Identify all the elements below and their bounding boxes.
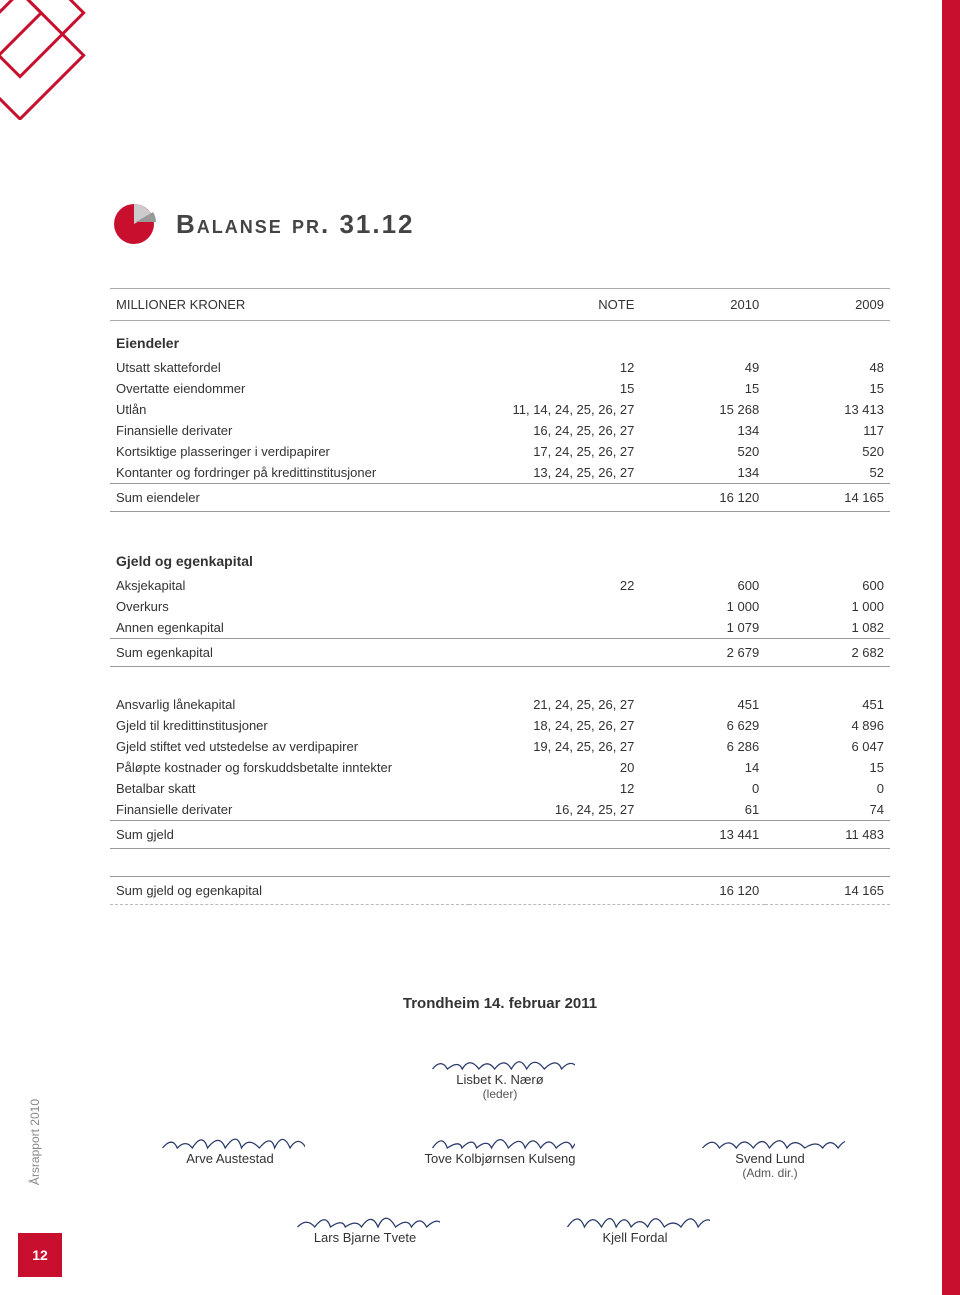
right-red-band xyxy=(942,0,960,1295)
signature-name: Lars Bjarne Tvete xyxy=(314,1230,416,1245)
grand-total-row: Sum gjeld og egenkapital16 12014 165 xyxy=(110,877,890,905)
signature: Kjell Fordal xyxy=(545,1200,725,1245)
table-row: Aksjekapital22600600 xyxy=(110,575,890,596)
side-label: Årsrapport 2010 xyxy=(28,1099,42,1185)
signature-row: Lars Bjarne Tvete Kjell Fordal xyxy=(110,1200,890,1245)
table-row: Utlån11, 14, 24, 25, 26, 2715 26813 413 xyxy=(110,399,890,420)
title-row: Balanse pr. 31.12 xyxy=(110,200,890,248)
page-title: Balanse pr. 31.12 xyxy=(176,209,415,240)
balance-table: MILLIONER KRONER NOTE 2010 2009 Eiendele… xyxy=(110,288,890,905)
signature: Arve Austestad xyxy=(140,1121,320,1180)
table-row: Gjeld stiftet ved utstedelse av verdipap… xyxy=(110,736,890,757)
signature-name: Lisbet K. Nærø xyxy=(456,1072,543,1087)
table-row: Påløpte kostnader og forskuddsbetalte in… xyxy=(110,757,890,778)
signature: Tove Kolbjørnsen Kulseng xyxy=(410,1121,590,1180)
signature-name: Arve Austestad xyxy=(186,1151,273,1166)
pie-icon xyxy=(110,200,158,248)
col-label: MILLIONER KRONER xyxy=(110,289,469,321)
signature-date: Trondheim 14. februar 2011 xyxy=(110,995,890,1012)
table-row: Utsatt skattefordel124948 xyxy=(110,357,890,378)
signature-row: Lisbet K. Nærø(leder) xyxy=(110,1042,890,1101)
signature: Lisbet K. Nærø(leder) xyxy=(410,1042,590,1101)
table-row: Finansielle derivater16, 24, 25, 276174 xyxy=(110,799,890,821)
signature-name: Kjell Fordal xyxy=(602,1230,667,1245)
corner-decoration xyxy=(0,0,120,120)
sum-row: Sum egenkapital2 6792 682 xyxy=(110,639,890,667)
signature: Svend Lund(Adm. dir.) xyxy=(680,1121,860,1180)
col-year-2: 2009 xyxy=(765,289,890,321)
signature: Lars Bjarne Tvete xyxy=(275,1200,455,1245)
signature-role: (leder) xyxy=(483,1087,518,1101)
table-row: Annen egenkapital1 0791 082 xyxy=(110,617,890,639)
table-header-row: MILLIONER KRONER NOTE 2010 2009 xyxy=(110,289,890,321)
table-row: Gjeld til kredittinstitusjoner18, 24, 25… xyxy=(110,715,890,736)
table-row: Overtatte eiendommer151515 xyxy=(110,378,890,399)
page-number: 12 xyxy=(18,1233,62,1277)
signature-name: Tove Kolbjørnsen Kulseng xyxy=(424,1151,575,1166)
signature-name: Svend Lund xyxy=(735,1151,804,1166)
table-row: Finansielle derivater16, 24, 25, 26, 271… xyxy=(110,420,890,441)
signature-block: Trondheim 14. februar 2011 Lisbet K. Nær… xyxy=(110,995,890,1245)
signature-role: (Adm. dir.) xyxy=(742,1166,797,1180)
table-row: Betalbar skatt1200 xyxy=(110,778,890,799)
table-row: Kortsiktige plasseringer i verdipapirer1… xyxy=(110,441,890,462)
table-row: Ansvarlig lånekapital21, 24, 25, 26, 274… xyxy=(110,694,890,715)
sum-row: Sum gjeld13 44111 483 xyxy=(110,821,890,849)
table-row: Overkurs1 0001 000 xyxy=(110,596,890,617)
signature-row: Arve Austestad Tove Kolbjørnsen Kulseng Sv… xyxy=(110,1121,890,1180)
sum-row: Sum eiendeler16 12014 165 xyxy=(110,484,890,512)
table-row: Kontanter og fordringer på kredittinstit… xyxy=(110,462,890,484)
col-note: NOTE xyxy=(469,289,641,321)
section-head: Gjeld og egenkapital xyxy=(110,539,890,575)
section-head: Eiendeler xyxy=(110,321,890,358)
col-year-1: 2010 xyxy=(640,289,765,321)
